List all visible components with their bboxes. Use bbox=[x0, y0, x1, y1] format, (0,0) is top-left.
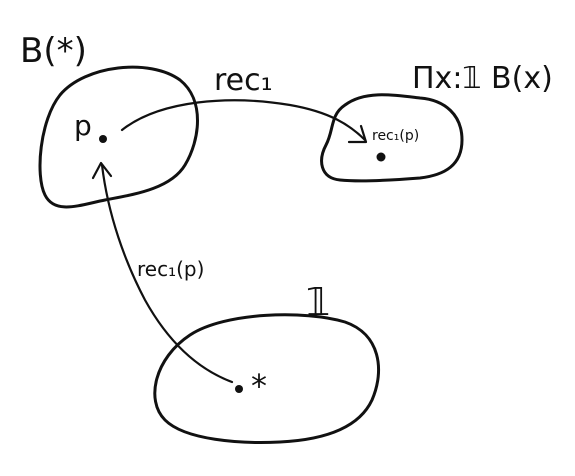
rec1-p-arrowhead bbox=[91, 161, 113, 180]
point-p-dot bbox=[99, 135, 107, 143]
rec1-p-arrow-shaft bbox=[100, 163, 234, 384]
rec1-arrow-shaft bbox=[120, 99, 367, 142]
label-rec1-top: rec₁ bbox=[214, 63, 273, 98]
label-pi-set: Πx:𝟙 B(x) bbox=[412, 61, 553, 96]
label-rec1-p-arrow: rec₁(p) bbox=[137, 257, 204, 281]
label-unit-set: 𝟙 bbox=[306, 280, 330, 324]
set-b-star-blob bbox=[38, 65, 199, 209]
point-star-dot bbox=[235, 385, 243, 393]
label-rec1-p-inner: rec₁(p) bbox=[372, 128, 419, 144]
label-point-p: p bbox=[74, 109, 92, 142]
set-pi-blob bbox=[320, 93, 464, 183]
rec1-arrowhead bbox=[347, 124, 368, 144]
set-unit-blob bbox=[153, 313, 380, 444]
label-point-star: * bbox=[251, 367, 267, 405]
label-b-star: B(*) bbox=[20, 31, 87, 71]
point-rec1-p-dot bbox=[376, 152, 386, 162]
